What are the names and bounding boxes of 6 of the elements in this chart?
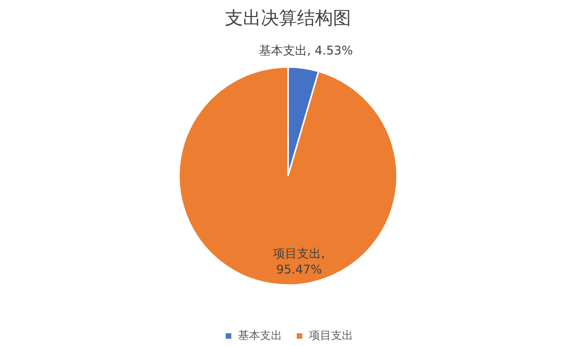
- data-label: 基本支出, 4.53%: [259, 43, 353, 58]
- data-label: 项目支出, 95.47%: [273, 246, 326, 277]
- legend-label: 基本支出: [238, 328, 282, 342]
- pie-slice: [178, 66, 398, 286]
- legend-label: 项目支出: [309, 328, 353, 342]
- chart-title: 支出决算结构图: [225, 8, 351, 29]
